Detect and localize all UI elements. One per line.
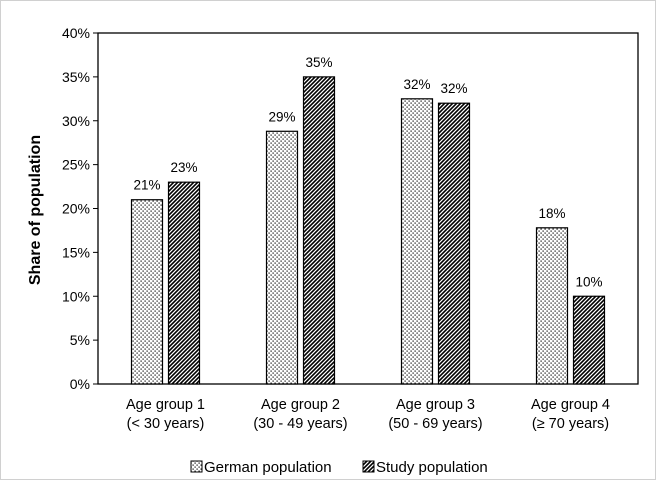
data-labels-group: 21% 23% 29% 35% 32% 32% 18% 10% [133,55,602,289]
y-axis-ticks: 0% 5% 10% 15% 20% 25% 30% 35% 40% [62,25,98,392]
legend-label-study-population: Study population [376,459,488,476]
y-tick-label: 5% [70,332,90,348]
bar-german-population-4 [535,227,569,385]
bar-german-population-3 [400,98,434,385]
y-tick-label: 30% [62,113,90,129]
y-axis-title: Share of population [27,135,44,285]
legend-swatch-german-population [190,460,203,473]
x-axis-labels: Age group 1 (< 30 years) Age group 2 (30 - … [126,397,610,432]
data-label-study-population-2: 35% [305,55,332,70]
x-category-label: Age group 2 [261,397,340,413]
bar-study-population-3 [437,102,471,385]
y-tick-label: 25% [62,157,90,173]
bar-german-population-1 [130,199,164,385]
y-tick-label: 0% [70,376,90,392]
data-label-german-population-1: 21% [133,178,160,193]
x-category-label: Age group 3 [396,397,475,413]
legend: German population Study population [190,459,488,476]
y-tick-label: 40% [62,25,90,41]
x-category-label: (< 30 years) [127,416,205,432]
data-label-german-population-3: 32% [403,77,430,92]
legend-swatch-study-population [362,460,375,473]
data-label-german-population-2: 29% [268,109,295,124]
bar-study-population-1 [167,181,201,385]
data-label-study-population-1: 23% [170,160,197,175]
legend-label-german-population: German population [204,459,332,476]
x-category-label: (≥ 70 years) [532,416,609,432]
bar-study-population-4 [572,295,606,385]
x-category-label: Age group 1 [126,397,205,413]
data-label-german-population-4: 18% [538,206,565,221]
data-label-study-population-4: 10% [575,274,602,289]
x-category-label: (50 - 69 years) [388,416,482,432]
bar-german-population-2 [265,130,299,385]
bar-study-population-2 [302,76,336,385]
y-tick-label: 20% [62,201,90,217]
y-tick-label: 35% [62,69,90,85]
data-label-study-population-3: 32% [440,81,467,96]
x-category-label: (30 - 49 years) [253,416,347,432]
y-tick-label: 15% [62,244,90,260]
x-category-label: Age group 4 [531,397,610,413]
bars-group [130,76,606,385]
y-tick-label: 10% [62,288,90,304]
